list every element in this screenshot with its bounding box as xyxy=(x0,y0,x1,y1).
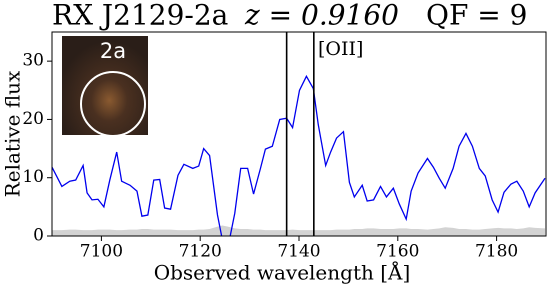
y-axis-label: Relative flux xyxy=(1,70,25,197)
x-tick-label: 7160 xyxy=(376,242,419,262)
title-part: QF = 9 xyxy=(426,0,527,32)
x-axis-label: Observed wavelength [Å] xyxy=(154,260,411,285)
y-tick-label: 0 xyxy=(33,226,44,246)
x-tick-label: 7120 xyxy=(179,242,222,262)
x-tick-label: 7100 xyxy=(80,242,123,262)
x-tick-label: 7140 xyxy=(277,242,320,262)
line-label: [OII] xyxy=(318,38,363,60)
title-part: z = 0.9160 xyxy=(244,0,399,32)
x-tick-label: 7180 xyxy=(475,242,518,262)
y-tick-label: 30 xyxy=(22,51,44,71)
y-tick-label: 10 xyxy=(22,167,44,187)
aperture-circle xyxy=(80,71,146,137)
error-area xyxy=(52,225,546,236)
title-part: RX J2129-2a xyxy=(52,0,228,32)
y-tick-label: 20 xyxy=(22,109,44,129)
plot-area xyxy=(52,74,546,236)
chart-title: RX J2129-2a z = 0.9160 QF = 9 xyxy=(52,0,527,32)
spectrum-line xyxy=(52,74,546,236)
inset-label: 2a xyxy=(100,39,126,63)
inset-image xyxy=(62,36,148,135)
